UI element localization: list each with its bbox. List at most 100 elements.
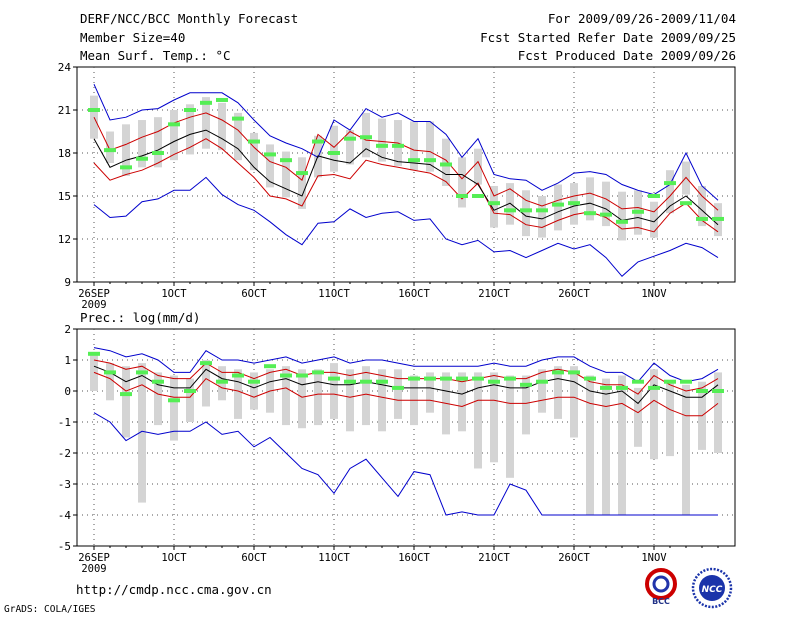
ensemble-mean-line	[93, 129, 719, 226]
spread-box	[234, 369, 242, 419]
ensemble-marker	[584, 211, 596, 216]
x-tick-label: 1OCT	[161, 552, 187, 564]
spread-box	[442, 138, 450, 186]
ensemble-marker	[136, 156, 148, 161]
spread-box	[282, 366, 290, 426]
ensemble-marker	[280, 373, 292, 378]
y-tick-label: 12	[58, 233, 71, 246]
bcc-logo-text: BCC	[652, 597, 670, 606]
ensemble-marker	[104, 370, 116, 375]
header-start-date: Fcst Started Refer Date 2009/09/25	[480, 30, 736, 45]
y-tick-label: -2	[58, 447, 71, 460]
spread-box	[106, 363, 114, 401]
y-tick-label: -3	[58, 478, 71, 491]
ensemble-marker	[696, 216, 708, 221]
x-tick-label: 11OCT	[318, 288, 350, 300]
spread-box	[522, 375, 530, 435]
spread-box	[618, 191, 626, 241]
spread-box	[170, 110, 178, 161]
ensemble-marker	[200, 100, 212, 105]
header-period: For 2009/09/26-2009/11/04	[547, 11, 736, 26]
ensemble-marker	[712, 216, 724, 221]
ensemble-marker	[88, 108, 100, 112]
ensemble-marker	[344, 379, 356, 384]
ensemble-marker	[248, 139, 260, 144]
ensemble-marker	[632, 209, 644, 214]
ensemble-marker	[296, 171, 308, 176]
spread-box	[666, 170, 674, 214]
spread-box	[170, 375, 178, 441]
spread-box	[602, 181, 610, 227]
header-variable: Mean Surf. Temp.: °C	[80, 48, 231, 63]
spread-box	[346, 130, 354, 165]
x-tick-label: 11OCT	[318, 552, 350, 564]
spread-box	[202, 97, 210, 149]
x-tick-label: 1NOV	[641, 288, 667, 300]
ensemble-marker	[184, 389, 196, 393]
ensemble-marker	[264, 364, 276, 369]
spread-box	[330, 363, 338, 419]
spread-box	[426, 121, 434, 172]
spread-box	[250, 372, 258, 410]
spread-box	[282, 151, 290, 198]
spread-box	[458, 372, 466, 432]
x-tick-label: 26OCT	[558, 288, 590, 300]
y-tick-label: -4	[58, 509, 72, 522]
ensemble-marker	[232, 373, 244, 378]
x-tick-label: 16OCT	[398, 288, 430, 300]
x-tick-label: 21OCT	[478, 552, 510, 564]
spread-box	[602, 378, 610, 515]
plot-frame	[76, 66, 736, 283]
ensemble-marker	[712, 389, 724, 393]
spread-box	[138, 120, 146, 168]
spread-box	[138, 363, 146, 503]
x-tick-label: 1NOV	[641, 552, 667, 564]
ensemble-marker	[680, 379, 692, 384]
ensemble-marker	[600, 212, 612, 217]
ensemble-marker	[408, 158, 420, 163]
ensemble-marker	[536, 208, 548, 213]
ncc-logo: NCC	[691, 567, 733, 609]
ensemble-marker	[664, 379, 676, 384]
spread-box	[698, 185, 706, 227]
spread-box	[554, 366, 562, 419]
ensemble-marker	[392, 385, 404, 390]
min-line	[93, 412, 718, 516]
x-tick-label: 6OCT	[241, 288, 267, 300]
spread-box	[522, 190, 530, 237]
max-line	[93, 83, 719, 201]
ensemble-marker	[104, 148, 116, 153]
ensemble-marker	[328, 376, 340, 381]
ensemble-marker	[600, 385, 612, 390]
ensemble-marker	[472, 194, 484, 198]
footer-url[interactable]: http://cmdp.ncc.cma.gov.cn	[76, 582, 272, 597]
spread-box	[90, 95, 98, 139]
spread-box	[298, 157, 306, 209]
bcc-logo: BCC	[645, 568, 677, 606]
ensemble-mean-line	[93, 365, 719, 405]
spread-box	[650, 201, 658, 238]
x-year-label: 2009	[81, 563, 106, 575]
spread-box	[490, 185, 498, 228]
ensemble-marker	[536, 379, 548, 384]
ensemble-marker	[632, 379, 644, 384]
ensemble-marker	[552, 370, 564, 375]
y-tick-label: 21	[58, 104, 71, 117]
x-tick-label: 1OCT	[161, 288, 187, 300]
spread-box	[202, 360, 210, 407]
ensemble-marker	[360, 379, 372, 384]
ensemble-marker	[696, 389, 708, 393]
ensemble-marker	[648, 194, 660, 198]
ensemble-marker	[120, 165, 132, 170]
ensemble-marker	[136, 370, 148, 375]
ensemble-marker	[584, 376, 596, 381]
y-tick-label: 15	[58, 190, 71, 203]
spread-box	[186, 378, 194, 422]
spread-box	[122, 124, 130, 176]
panel-precipitation: -5 -4 -3 -2 -1 0 1 2 26SEP 1OCT 6OCT 11OCT 16OCT 21OC…	[58, 310, 736, 575]
ensemble-marker	[232, 116, 244, 121]
ensemble-marker	[168, 398, 180, 403]
spread-box	[538, 369, 546, 413]
spread-box	[234, 112, 242, 161]
